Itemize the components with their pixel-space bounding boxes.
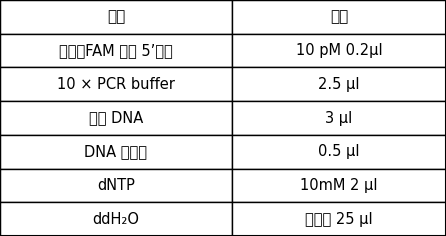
Bar [0,202,232,236]
Bar [232,34,446,67]
Bar [0,169,232,202]
Bar [0,101,232,135]
Text: 10mM 2 μl: 10mM 2 μl [300,178,378,193]
Bar [0,34,232,67]
Bar [0,67,232,101]
Text: 模板 DNA: 模板 DNA [89,110,143,126]
Text: 补充至 25 μl: 补充至 25 μl [305,212,373,227]
Bar [232,169,446,202]
Bar [0,135,232,169]
Text: 10 × PCR buffer: 10 × PCR buffer [57,77,175,92]
Bar [232,0,446,34]
Bar [232,135,446,169]
Bar [0,0,232,34]
Text: 引物（FAM 标记 5’端）: 引物（FAM 标记 5’端） [59,43,173,58]
Bar [232,202,446,236]
Bar [232,67,446,101]
Text: 2.5 μl: 2.5 μl [318,77,360,92]
Text: DNA 聚合酶: DNA 聚合酶 [84,144,148,159]
Text: 0.5 μl: 0.5 μl [318,144,360,159]
Bar [232,101,446,135]
Text: 成分: 成分 [107,9,125,24]
Text: 10 pM 0.2μl: 10 pM 0.2μl [296,43,382,58]
Text: 用量: 用量 [330,9,348,24]
Text: 3 μl: 3 μl [325,110,353,126]
Text: ddH₂O: ddH₂O [92,212,140,227]
Text: dNTP: dNTP [97,178,135,193]
